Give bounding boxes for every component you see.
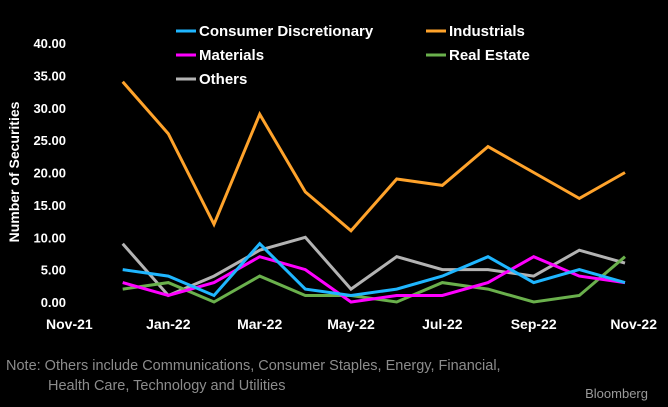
x-axis: Nov-21 Jan-22 Mar-22 May-22 Jul-22 Sep-22 Nov-… [46,316,657,332]
y-tick-label: 10.00 [33,230,66,245]
x-tick-label: May-22 [327,316,375,332]
y-tick-label: 5.00 [41,263,66,278]
footnote-line-2: Health Care, Technology and Utilities [48,378,286,394]
legend-label-real-estate: Real Estate [449,47,530,64]
x-tick-label: Jul-22 [422,316,463,332]
legend-label-consumer-discretionary: Consumer Discretionary [199,23,374,40]
y-tick-label: 0.00 [41,295,66,310]
y-tick-label: 20.00 [33,166,66,181]
x-tick-label: Nov-22 [610,316,657,332]
series-lines [121,80,626,304]
bloomberg-logo: Bloomberg [585,386,648,401]
legend-label-materials: Materials [199,47,264,64]
y-tick-label: 30.00 [33,101,66,116]
footnote-line-1: Note: Others include Communications, Con… [6,358,501,374]
series-line-others [121,235,626,298]
legend-label-industrials: Industrials [449,23,525,40]
x-tick-label: Jan-22 [146,316,191,332]
y-axis-label: Number of Securities [6,101,22,242]
series-line-materials [122,255,626,304]
legend-label-others: Others [199,71,247,88]
y-tick-label: 15.00 [33,198,66,213]
x-tick-label: Mar-22 [237,316,282,332]
y-tick-label: 35.00 [33,68,66,83]
legend: Consumer Discretionary Industrials Materia… [176,23,530,88]
x-tick-label: Sep-22 [511,316,557,332]
series-line-industrials [121,80,626,233]
footnote: Note: Others include Communications, Con… [6,356,646,396]
line-chart: Consumer Discretionary Industrials Materia… [6,23,657,332]
series-line-consumer-discretionary [122,241,626,298]
y-axis: 0.00 5.00 10.00 15.00 20.00 25.00 30.00 35.00 40… [33,36,66,310]
y-tick-label: 40.00 [33,36,66,51]
y-tick-label: 25.00 [33,133,66,148]
x-tick-label: Nov-21 [46,316,93,332]
